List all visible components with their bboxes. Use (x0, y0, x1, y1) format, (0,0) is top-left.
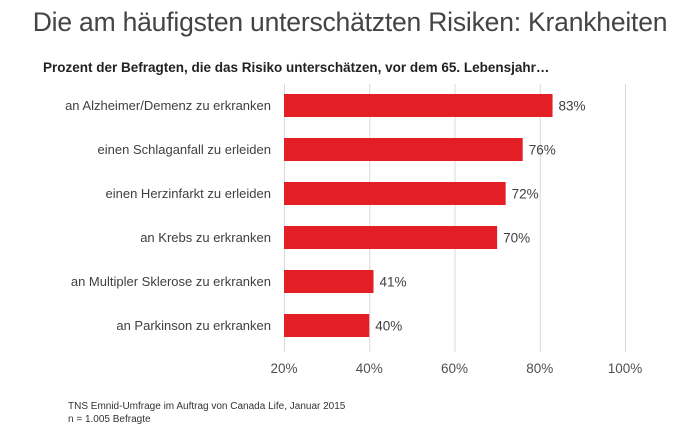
value-label: 70% (503, 231, 530, 246)
bar (284, 182, 506, 205)
bars (284, 94, 553, 337)
category-label: einen Schlaganfall zu erleiden (98, 142, 271, 157)
bar (284, 226, 498, 249)
category-label: an Krebs zu erkranken (140, 230, 271, 245)
category-labels: an Alzheimer/Demenz zu erkranken einen Sc… (65, 98, 271, 333)
bar (284, 138, 523, 161)
category-label: an Multipler Sklerose zu erkranken (71, 274, 271, 289)
source-note: TNS Emnid-Umfrage im Auftrag von Canada … (68, 400, 345, 426)
source-line: TNS Emnid-Umfrage im Auftrag von Canada … (68, 401, 346, 412)
x-tick-label: 20% (270, 361, 297, 376)
value-label: 41% (380, 275, 407, 290)
value-label: 83% (559, 99, 586, 114)
chart-title: Die am häufigsten unterschätzten Risiken… (32, 7, 668, 37)
x-axis-tick-labels: 20% 40% 60% 80% 100% (270, 361, 642, 376)
value-label: 40% (375, 319, 402, 334)
value-label: 76% (529, 143, 556, 158)
category-label: einen Herzinfarkt zu erleiden (106, 186, 271, 201)
category-label: an Alzheimer/Demenz zu erkranken (65, 98, 271, 113)
bar (284, 94, 553, 117)
value-label: 72% (512, 187, 539, 202)
x-tick-label: 60% (441, 361, 468, 376)
x-tick-label: 100% (608, 361, 643, 376)
value-labels: 83% 76% 72% 70% 41% 40% (375, 99, 585, 334)
gridlines (284, 84, 626, 352)
x-tick-label: 40% (356, 361, 383, 376)
category-label: an Parkinson zu erkranken (116, 318, 271, 333)
bar (284, 270, 374, 293)
sample-size: n = 1.005 Befragte (68, 414, 151, 425)
x-tick-label: 80% (526, 361, 553, 376)
chart-subtitle: Prozent der Befragten, die das Risiko un… (43, 60, 550, 75)
bar (284, 314, 370, 337)
